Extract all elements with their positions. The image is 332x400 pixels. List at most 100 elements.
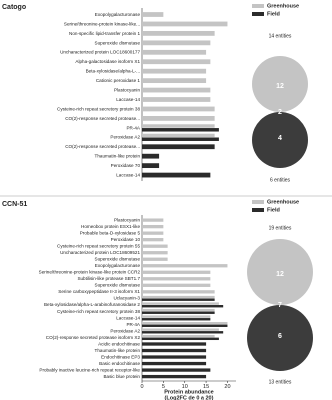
category-label: Plastocyanin <box>114 87 140 92</box>
bar <box>142 218 164 222</box>
bar <box>142 49 207 55</box>
category-label: Thaumatin-like protein <box>95 154 141 159</box>
bar <box>142 251 168 255</box>
bar <box>142 348 207 353</box>
bar <box>142 124 215 128</box>
bar <box>142 12 164 17</box>
category-label: Superoxide dismutase <box>95 40 141 45</box>
bar <box>142 78 207 84</box>
x-tick-label: 20 <box>224 384 230 390</box>
bar <box>142 163 160 169</box>
bar <box>142 59 211 65</box>
category-label: Uclacyanin-3 <box>113 296 140 301</box>
venn-label: 6 entities <box>270 177 291 183</box>
bar <box>142 295 215 299</box>
category-label: Plastocyanin <box>114 217 140 222</box>
category-label: Laccase-14 <box>116 315 140 320</box>
category-label: Beta-xylosidase/alpha-L-... <box>86 69 140 74</box>
bar <box>142 283 211 287</box>
x-tick-label: 0 <box>140 384 143 390</box>
category-label: PR-4A <box>126 125 140 130</box>
bar <box>142 290 215 294</box>
bar <box>142 342 207 346</box>
bar <box>142 298 215 301</box>
category-label: Peroxidase A2 <box>110 328 140 333</box>
bar <box>142 116 215 121</box>
bar <box>142 106 215 112</box>
venn-label: 13 entities <box>269 379 292 385</box>
category-label: Superoxide dismutase <box>95 257 141 262</box>
bar <box>142 331 224 334</box>
bar <box>142 308 215 312</box>
category-label: Beta-xylosidase/alpha-L-arabinofuranosid… <box>44 302 140 307</box>
bar <box>142 305 224 308</box>
category-label: Subtilisin-like protease SBT1.7 <box>77 276 140 281</box>
bar <box>142 361 207 366</box>
bar <box>142 238 164 242</box>
venn-count: 2 <box>278 109 282 116</box>
venn-circle <box>247 305 313 371</box>
legend-label: Field <box>267 11 280 17</box>
venn-circle <box>252 112 308 168</box>
category-label: CO(2)-response secreted protease isoform… <box>46 335 141 340</box>
category-label: Cysteine-rich repeat secretory protein 3… <box>57 309 140 314</box>
panel-title: CCN-51 <box>2 201 27 208</box>
category-label: Probably inactive leucine-rich repeat re… <box>39 367 140 372</box>
bar <box>142 264 228 268</box>
legend-label: Field <box>267 207 280 213</box>
category-label: Acidic endochitinase <box>98 341 140 346</box>
category-label: Peroxidase 10 <box>111 237 141 242</box>
bar <box>142 224 164 229</box>
venn-label: 19 entities <box>269 225 292 231</box>
category-label: Serine carboxypeptidase II-3 isoform X1 <box>58 289 140 294</box>
category-label: Laccase-14 <box>116 97 140 102</box>
venn-circle <box>252 56 308 112</box>
bar <box>142 374 207 379</box>
category-label: Endochitinase EP3 <box>101 354 140 359</box>
bar <box>142 133 215 138</box>
category-label: Alpha-galactosidase isoform X1 <box>75 59 140 64</box>
venn-count: 12 <box>276 83 284 90</box>
legend-swatch <box>252 208 264 212</box>
category-label: Cationic peroxidase 1 <box>96 78 141 83</box>
bar <box>142 40 211 46</box>
x-axis-label: Protein abundance <box>164 389 214 395</box>
bar <box>142 244 168 248</box>
category-label: Non-specific lipid-transfer protein 1 <box>69 31 140 36</box>
category-label: Probable beta-D-xylosidase 5 <box>80 231 141 236</box>
legend-swatch <box>252 12 264 16</box>
panel-title: Catogo <box>2 4 26 11</box>
legend-swatch <box>252 4 264 8</box>
bar <box>142 68 207 74</box>
legend-label: Greenhouse <box>267 199 299 205</box>
legend-label: Greenhouse <box>267 3 299 9</box>
bar <box>142 368 211 372</box>
bar <box>142 128 219 132</box>
category-label: Exopolygalacturonase <box>95 12 141 17</box>
category-label: Serine/threonine-protein kinase-like pro… <box>39 270 141 275</box>
category-label: Laccase-14 <box>116 172 140 177</box>
bar <box>142 355 207 359</box>
category-label: CO(2)-response secreted protease... <box>65 144 140 149</box>
category-label: CO(2)-response secreted protease... <box>65 116 140 121</box>
category-label: Basic blue protein <box>103 374 140 379</box>
category-label: Cysteine-rich repeat secretory protein 5… <box>57 244 140 249</box>
bar <box>142 270 211 274</box>
bar <box>142 321 228 325</box>
bar <box>142 21 228 27</box>
legend-swatch <box>252 200 264 204</box>
bar <box>142 324 228 327</box>
category-label: Exopolygalacturonase <box>95 263 141 268</box>
x-tick-label: 5 <box>162 384 165 390</box>
bar <box>142 231 164 235</box>
bar <box>142 277 211 281</box>
bar <box>142 137 219 141</box>
bar <box>142 335 215 338</box>
category-label: Basic endochitinase <box>99 361 140 366</box>
bar <box>142 153 160 159</box>
category-label: Peroxidase 70 <box>111 163 141 168</box>
category-label: PR-4A <box>126 322 140 327</box>
bar <box>142 172 211 178</box>
venn-label: 14 entities <box>269 33 292 39</box>
